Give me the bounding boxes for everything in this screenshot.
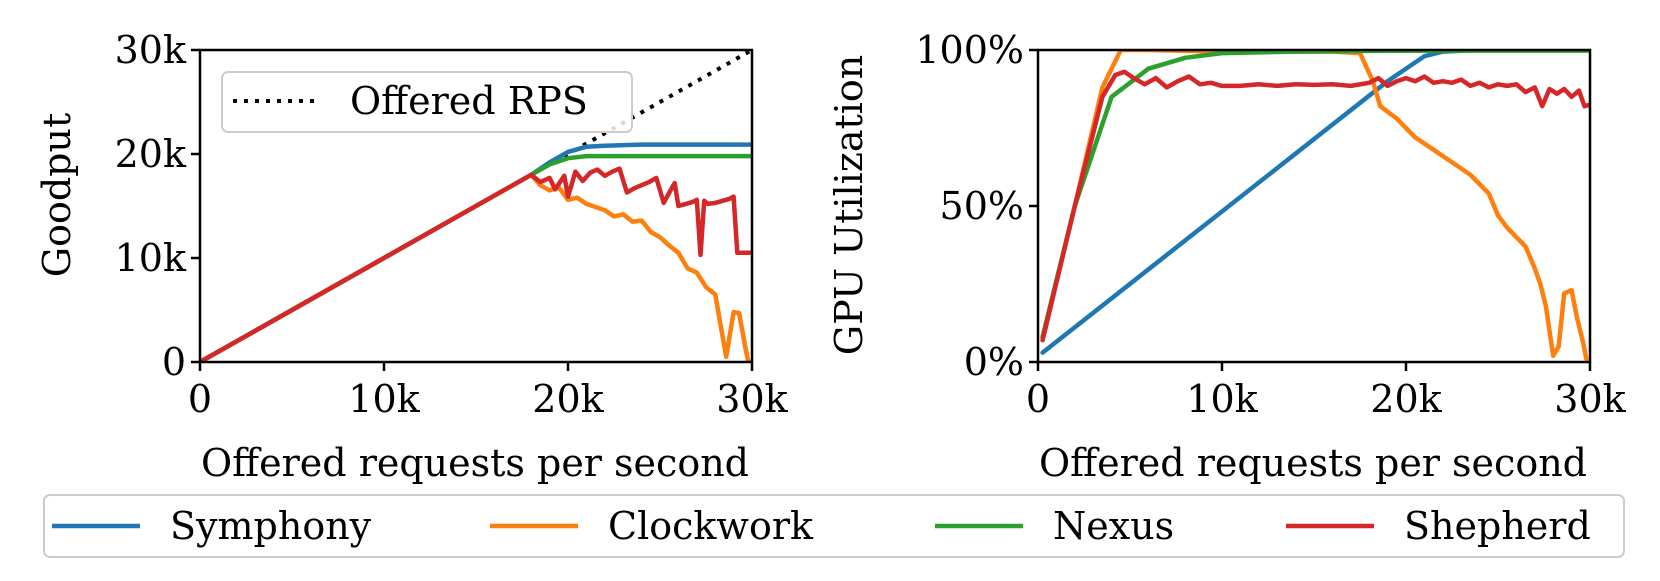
gpu-utilization-nexus-line — [1040, 50, 1590, 340]
gpu-utilization-symphony-line — [1040, 50, 1590, 355]
goodput-xlabel: Offered requests per second — [201, 441, 749, 485]
gpu-utilization-shepherd-line — [1040, 69, 1590, 343]
offered-rps-line — [200, 50, 752, 362]
gpu-utilization-xtick-label: 10k — [1186, 377, 1258, 421]
gpu-utilization-clockwork-line — [1040, 50, 1589, 362]
goodput-legend-box — [221, 71, 633, 133]
gpu-utilization-chart: GPU Utilization Offered requests per sec… — [827, 28, 1627, 485]
goodput-ytick-label: 20k — [115, 132, 187, 176]
gpu-utilization-xtick-label: 30k — [1554, 377, 1626, 421]
goodput-symphony-line — [200, 142, 752, 362]
gpu-utilization-ytick-label: 50% — [940, 184, 1024, 228]
gpu-utilization-ytick-label: 100% — [915, 28, 1024, 72]
goodput-ytick-label: 0 — [162, 340, 186, 384]
goodput-xtick-label: 10k — [348, 377, 420, 421]
offered-rps-legend-label: Offered RPS — [350, 79, 588, 123]
gpu-utilization-xlabel: Offered requests per second — [1039, 441, 1587, 485]
goodput-ytick-label: 30k — [115, 28, 187, 72]
nexus-legend-label: Nexus — [1053, 504, 1174, 548]
goodput-plot-frame — [198, 48, 754, 364]
shepherd-legend-label: Shepherd — [1404, 504, 1591, 548]
clockwork-legend-label: Clockwork — [608, 504, 814, 548]
goodput-xtick-label: 20k — [532, 377, 604, 421]
gpu-utilization-plot-frame — [1036, 48, 1592, 364]
goodput-clockwork-line — [200, 172, 751, 362]
gpu-utilization-xtick-label: 20k — [1370, 377, 1442, 421]
goodput-nexus-line — [200, 153, 752, 362]
goodput-chart: Goodput Offered requests per second 0 10k… — [35, 28, 789, 485]
series-legend: Symphony Clockwork Nexus Shepherd — [43, 494, 1625, 558]
goodput-ylabel: Goodput — [35, 113, 79, 278]
goodput-xtick-label: 0 — [188, 377, 212, 421]
goodput-legend: Offered RPS — [221, 71, 633, 133]
goodput-shepherd-line — [200, 166, 752, 362]
goodput-xtick-label: 30k — [716, 377, 788, 421]
gpu-utilization-xtick-label: 0 — [1026, 377, 1050, 421]
gpu-utilization-ylabel: GPU Utilization — [827, 55, 871, 356]
symphony-legend-label: Symphony — [170, 504, 372, 548]
goodput-ytick-label: 10k — [115, 236, 187, 280]
gpu-utilization-ytick-label: 0% — [964, 340, 1024, 384]
series-legend-box — [43, 494, 1625, 558]
